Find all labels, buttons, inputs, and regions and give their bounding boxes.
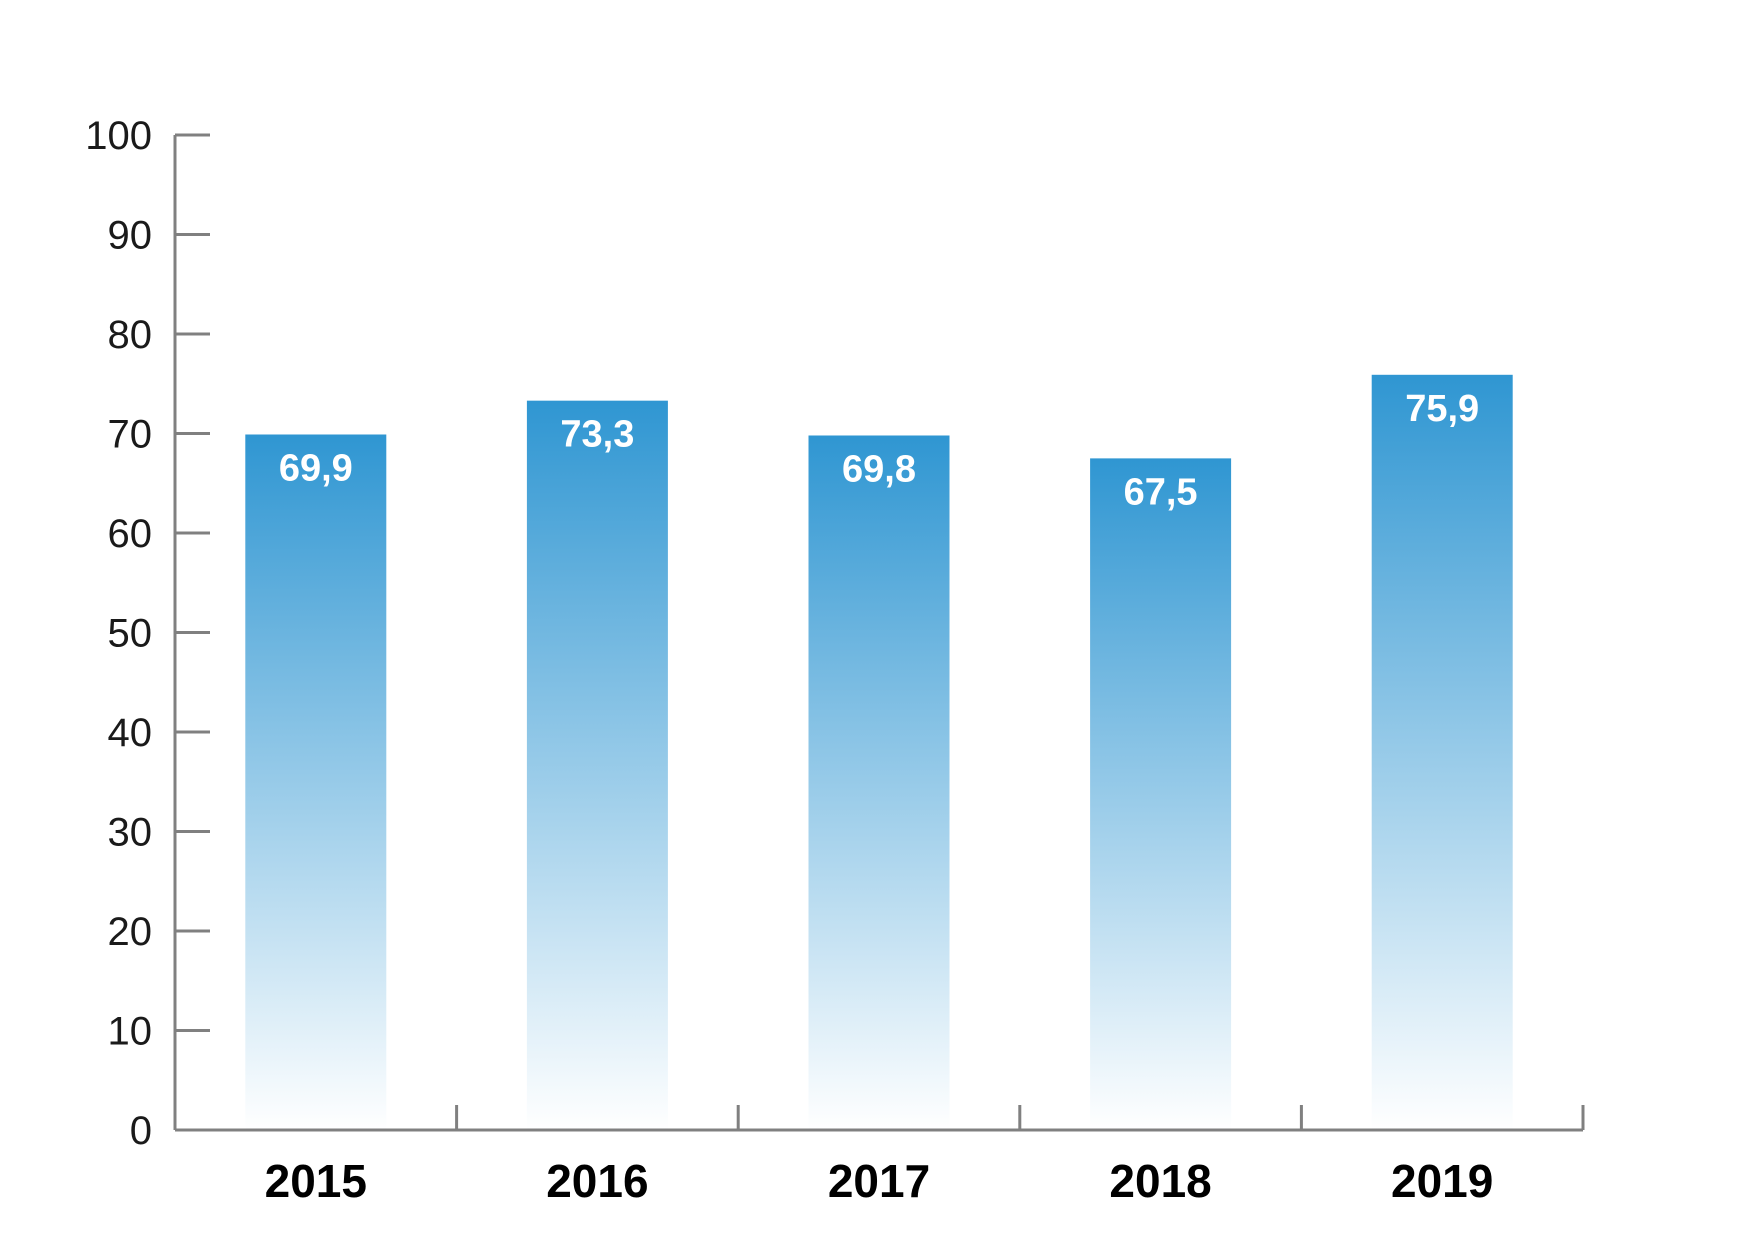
y-tick-label-60: 60: [108, 512, 153, 556]
axes-group: [173, 133, 1585, 1132]
y-tick-label-70: 70: [108, 413, 153, 457]
bar-2019: [1371, 374, 1513, 1130]
labels-group: 69,9 2015 73,3 2016 69,8 2017 67,5 2018 75,9 2019…: [85, 114, 1493, 1207]
x-tick-label-2015: 2015: [265, 1155, 367, 1207]
y-tick-label-10: 10: [108, 1010, 153, 1054]
value-label-2016: 73,3: [560, 414, 634, 456]
y-tick-label-0: 0: [130, 1109, 152, 1153]
value-label-2018: 67,5: [1124, 471, 1198, 513]
y-tick-label-30: 30: [108, 811, 153, 855]
bars-group: [245, 374, 1513, 1130]
value-label-2015: 69,9: [279, 447, 353, 489]
y-tick-label-90: 90: [108, 214, 153, 258]
y-tick-label-20: 20: [108, 910, 153, 954]
x-tick-label-2016: 2016: [546, 1155, 648, 1207]
bar-2018: [1090, 458, 1232, 1130]
value-label-2019: 75,9: [1405, 388, 1479, 430]
value-label-2017: 69,8: [842, 448, 916, 490]
x-tick-label-2018: 2018: [1109, 1155, 1211, 1207]
y-tick-label-100: 100: [85, 114, 152, 158]
x-tick-label-2017: 2017: [828, 1155, 930, 1207]
x-tick-label-2019: 2019: [1391, 1155, 1493, 1207]
bar-2015: [245, 434, 387, 1130]
bar-2016: [526, 400, 668, 1130]
bar-2017: [808, 435, 950, 1130]
y-tick-label-50: 50: [108, 612, 153, 656]
y-tick-label-80: 80: [108, 313, 153, 357]
y-tick-label-40: 40: [108, 711, 153, 755]
